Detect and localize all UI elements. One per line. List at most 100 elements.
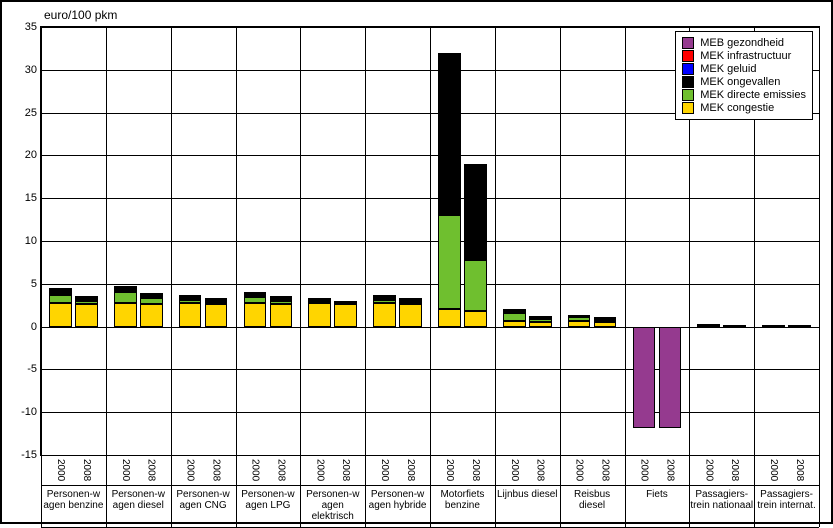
bar-segment-geluid — [529, 316, 552, 318]
x-tick-year: 2000 — [574, 459, 585, 481]
category-separator — [236, 27, 237, 527]
x-tick-year: 2000 — [55, 459, 66, 481]
y-tick-label: 30 — [25, 64, 37, 76]
x-category-label: Personen-w agen diesel — [106, 489, 171, 511]
x-category-label: Passagiers-trein nationaal — [689, 489, 754, 511]
x-category-label: Personen-w agen hybride — [365, 489, 430, 511]
y-tick-label: 5 — [31, 278, 37, 290]
bar-segment-ongevallen — [49, 288, 72, 295]
legend-item: MEK ongevallen — [682, 76, 806, 88]
bar-segment-congestie — [205, 304, 228, 326]
y-tick-label: 20 — [25, 149, 37, 161]
x-tick-year: 2008 — [146, 459, 157, 481]
zero-line — [41, 327, 819, 328]
legend-swatch — [682, 63, 694, 75]
bar-segment-congestie — [308, 303, 331, 327]
bar-segment-emissies — [373, 300, 396, 303]
bar-segment-emissies — [503, 313, 526, 322]
plot-area: MEB gezondheidMEK infrastructuurMEK gelu… — [40, 26, 820, 456]
bar-segment-ongevallen — [594, 317, 617, 320]
legend-item: MEK geluid — [682, 63, 806, 75]
y-axis-title: euro/100 pkm — [44, 8, 117, 22]
bar-segment-gezondheid — [633, 327, 656, 428]
legend-label: MEK ongevallen — [700, 76, 780, 88]
legend-swatch — [682, 76, 694, 88]
category-separator — [300, 27, 301, 527]
legend-label: MEB gezondheid — [700, 37, 784, 49]
legend-swatch — [682, 102, 694, 114]
bar-segment-emissies — [529, 319, 552, 322]
y-tick-label: 15 — [25, 192, 37, 204]
bar-segment-ongevallen — [568, 315, 591, 318]
bar-segment-congestie — [140, 304, 163, 326]
bar-segment-congestie — [464, 311, 487, 326]
x-tick-year: 2000 — [314, 459, 325, 481]
bar-segment-ongevallen — [399, 298, 422, 302]
x-category-label: Fiets — [625, 489, 690, 500]
bar-segment-congestie — [75, 304, 98, 326]
bar-segment-emissies — [438, 215, 461, 309]
legend-item: MEB gezondheid — [682, 37, 806, 49]
bar-segment-congestie — [334, 304, 357, 326]
y-tick-label: -5 — [27, 363, 37, 375]
y-tick-label: 0 — [31, 321, 37, 333]
bar-segment-emissies — [49, 295, 72, 303]
bar-segment-congestie — [438, 309, 461, 326]
legend-label: MEK infrastructuur — [700, 50, 791, 62]
bar-segment-emissies — [594, 320, 617, 323]
bar-segment-emissies — [179, 300, 202, 303]
y-tick-label: 35 — [25, 21, 37, 33]
bar-segment-ongevallen — [140, 293, 163, 298]
x-category-label: Personen-w agen benzine — [41, 489, 106, 511]
bar-segment-gezondheid — [659, 327, 682, 428]
category-separator — [365, 27, 366, 527]
bar-segment-ongevallen — [464, 164, 487, 260]
legend-item: MEK infrastructuur — [682, 50, 806, 62]
bar-segment-emissies — [75, 301, 98, 304]
x-tick-year: 2008 — [275, 459, 286, 481]
bar-segment-emissies — [270, 301, 293, 304]
legend-swatch — [682, 50, 694, 62]
x-tick-year: 2008 — [470, 459, 481, 481]
legend: MEB gezondheidMEK infrastructuurMEK gelu… — [675, 31, 813, 120]
legend-item: MEK congestie — [682, 102, 806, 114]
x-tick-year: 2008 — [664, 459, 675, 481]
bar-segment-ongevallen — [205, 298, 228, 302]
bar-segment-emissies — [205, 303, 228, 305]
x-tick-year: 2000 — [444, 459, 455, 481]
bar-segment-congestie — [373, 303, 396, 327]
legend-label: MEK congestie — [700, 102, 774, 114]
bar-segment-emissies — [244, 297, 267, 302]
x-tick-year: 2000 — [703, 459, 714, 481]
x-tick-year: 2000 — [185, 459, 196, 481]
legend-item: MEK directe emissies — [682, 89, 806, 101]
bar-segment-ongevallen — [334, 301, 357, 304]
bar-segment-congestie — [270, 304, 293, 326]
category-separator — [41, 27, 42, 527]
legend-swatch — [682, 89, 694, 101]
bar-segment-ongevallen — [373, 295, 396, 300]
bar-segment-emissies — [114, 292, 137, 302]
x-category-label: Passagiers-trein internat. — [754, 489, 819, 511]
legend-label: MEK directe emissies — [700, 89, 806, 101]
bar-segment-congestie — [179, 303, 202, 327]
category-separator — [819, 27, 820, 527]
x-tick-year: 2008 — [405, 459, 416, 481]
x-tick-year: 2008 — [535, 459, 546, 481]
x-tick-year: 2000 — [509, 459, 520, 481]
bar-segment-emissies — [399, 303, 422, 305]
bar-segment-ongevallen — [75, 296, 98, 301]
y-tick-label: 25 — [25, 107, 37, 119]
bar-segment-congestie — [49, 303, 72, 327]
chart-frame: euro/100 pkm MEB gezondheidMEK infrastru… — [0, 0, 833, 524]
bar-segment-ongevallen — [179, 295, 202, 300]
x-tick-year: 2008 — [600, 459, 611, 481]
x-category-label: Lijnbus diesel — [495, 489, 560, 500]
x-tick-year: 2000 — [768, 459, 779, 481]
legend-swatch — [682, 37, 694, 49]
category-separator — [560, 27, 561, 527]
bar-segment-congestie — [244, 303, 267, 327]
bar-segment-geluid — [503, 309, 526, 311]
y-tick-label: -10 — [21, 406, 37, 418]
x-tick-year: 2000 — [638, 459, 649, 481]
